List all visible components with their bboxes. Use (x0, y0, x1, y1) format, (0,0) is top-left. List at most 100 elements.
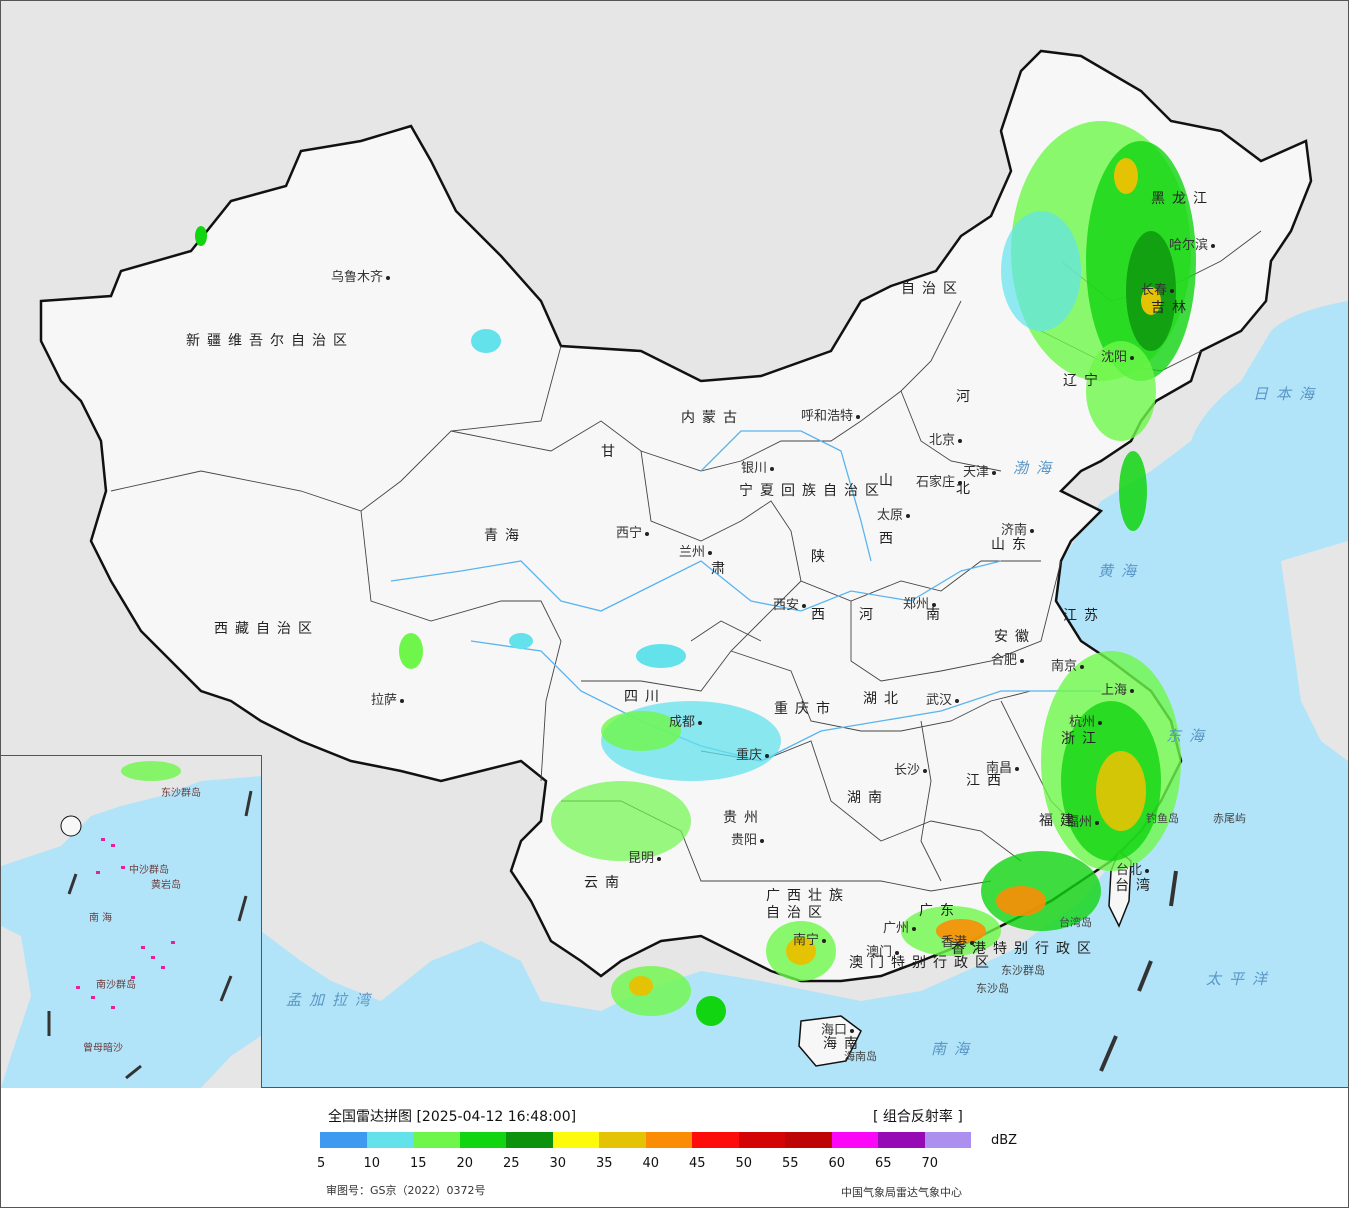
legend-title: 全国雷达拼图 [2025-04-12 16:48:00] (328, 1109, 577, 1125)
city-label-text: 上海 (1101, 683, 1128, 698)
province-label: 河 (956, 390, 977, 404)
dbz-tick-label: 55 (782, 1156, 799, 1171)
province-label-text: 南 (926, 607, 947, 623)
city-label-text: 广州 (883, 921, 910, 936)
dbz-swatch (692, 1132, 739, 1148)
province-label: 浙江 (1061, 732, 1103, 746)
city-label-text: 南宁 (793, 933, 820, 948)
province-label: 青海 (484, 529, 526, 543)
city-label-marker (958, 438, 963, 443)
province-label: 吉林 (1151, 301, 1193, 315)
province-label: 江苏 (1063, 609, 1105, 623)
city-label: 西安 (773, 599, 809, 612)
city-label: 天津 (963, 466, 999, 479)
province-label-text: 山 (879, 473, 900, 489)
city-label-text: 郑州 (903, 597, 930, 612)
sea-label: 南海 (931, 1042, 977, 1057)
city-label: 南昌 (986, 762, 1022, 775)
city-label: 南京 (1051, 660, 1087, 673)
city-label: 上海 (1101, 684, 1137, 697)
province-label: 自治区 (766, 906, 829, 920)
china-territory (39, 49, 1313, 983)
sea-label: 东海 (1166, 729, 1212, 744)
province-label-text: 四川 (624, 689, 666, 705)
city-label-text: 乌鲁木齐 (331, 270, 384, 285)
inset-label: 南沙群岛 (96, 980, 136, 991)
city-label-text: 台北 (1116, 863, 1143, 878)
sea-label-text: 太平洋 (1206, 970, 1276, 988)
province-label-text: 西藏自治区 (214, 621, 319, 637)
city-label-marker (386, 275, 391, 280)
city-label-marker (932, 602, 937, 607)
dbz-swatch (645, 1132, 692, 1148)
province-label: 广西壮族 (766, 889, 850, 903)
city-label: 成都 (669, 716, 705, 729)
sea-label: 渤海 (1013, 461, 1059, 476)
city-label-text: 呼和浩特 (801, 409, 854, 424)
city-label-text: 西安 (773, 598, 800, 613)
province-label-text: 西 (811, 607, 832, 623)
province-label: 福建 (1039, 814, 1081, 828)
city-label: 长春 (1141, 284, 1177, 297)
island-label-text: 钓鱼岛 (1146, 812, 1179, 825)
inset-label: 黄岩岛 (151, 880, 181, 891)
rivers (390, 430, 1101, 762)
city-label-marker (895, 950, 900, 955)
city-label-text: 海口 (821, 1023, 848, 1038)
city-label: 武汉 (926, 694, 962, 707)
province-label-text: 江苏 (1063, 608, 1105, 624)
province-label-text: 贵州 (723, 810, 765, 826)
province-label-text: 河 (956, 389, 977, 405)
province-label-text: 广西壮族 (766, 888, 850, 904)
city-label-marker (992, 470, 997, 475)
city-label-marker (400, 698, 405, 703)
city-label-marker (1095, 820, 1100, 825)
city-label: 哈尔滨 (1169, 239, 1218, 252)
city-label-text: 拉萨 (371, 693, 398, 708)
province-label-text: 宁夏回族自治区 (739, 483, 886, 499)
province-label: 甘 (601, 445, 622, 459)
dbz-color-scale (320, 1132, 971, 1148)
province-label-text: 安徽 (994, 629, 1036, 645)
island-label: 海南岛 (844, 1051, 877, 1062)
city-label-marker (645, 531, 650, 536)
city-label-marker (1170, 288, 1175, 293)
city-label: 合肥 (991, 654, 1027, 667)
city-label-marker (1080, 664, 1085, 669)
city-label-text: 沈阳 (1101, 350, 1128, 365)
dbz-tick-label: 40 (642, 1156, 660, 1171)
province-label: 山东 (991, 538, 1033, 552)
province-label: 西藏自治区 (214, 622, 319, 636)
dbz-swatch (738, 1132, 785, 1148)
radar-echoes (195, 121, 1196, 1026)
city-label-marker (1130, 355, 1135, 360)
city-label-text: 长春 (1141, 283, 1168, 298)
dbz-swatch (552, 1132, 599, 1148)
city-label-marker (1130, 688, 1135, 693)
province-label-text: 广东 (919, 903, 961, 919)
legend-product: [ 组合反射率 ] (873, 1109, 963, 1125)
city-label-marker (1030, 528, 1035, 533)
city-label: 澳门 (866, 946, 902, 959)
province-label-text: 台湾 (1115, 878, 1157, 894)
island-label-text: 东沙岛 (976, 982, 1009, 995)
city-label-text: 哈尔滨 (1169, 238, 1209, 253)
city-label: 银川 (741, 462, 777, 475)
city-label-text: 太原 (877, 508, 904, 523)
city-label-marker (955, 698, 960, 703)
province-label: 黑龙江 (1151, 192, 1214, 206)
island-label: 赤尾屿 (1213, 813, 1246, 824)
island-label: 东沙岛 (976, 983, 1009, 994)
inset-label: 东沙群岛 (161, 788, 201, 799)
province-label: 内蒙古 (681, 411, 744, 425)
city-label-marker (856, 414, 861, 419)
island-label-text: 东沙群岛 (1001, 964, 1045, 977)
province-label-text: 西 (879, 531, 900, 547)
province-label-text: 新疆维吾尔自治区 (186, 333, 354, 349)
dbz-swatch (599, 1132, 646, 1148)
city-label: 沈阳 (1101, 351, 1137, 364)
province-label-text: 河 (859, 607, 880, 623)
province-label: 台湾 (1115, 879, 1157, 893)
city-label-marker (906, 513, 911, 518)
city-label-marker (1098, 720, 1103, 725)
